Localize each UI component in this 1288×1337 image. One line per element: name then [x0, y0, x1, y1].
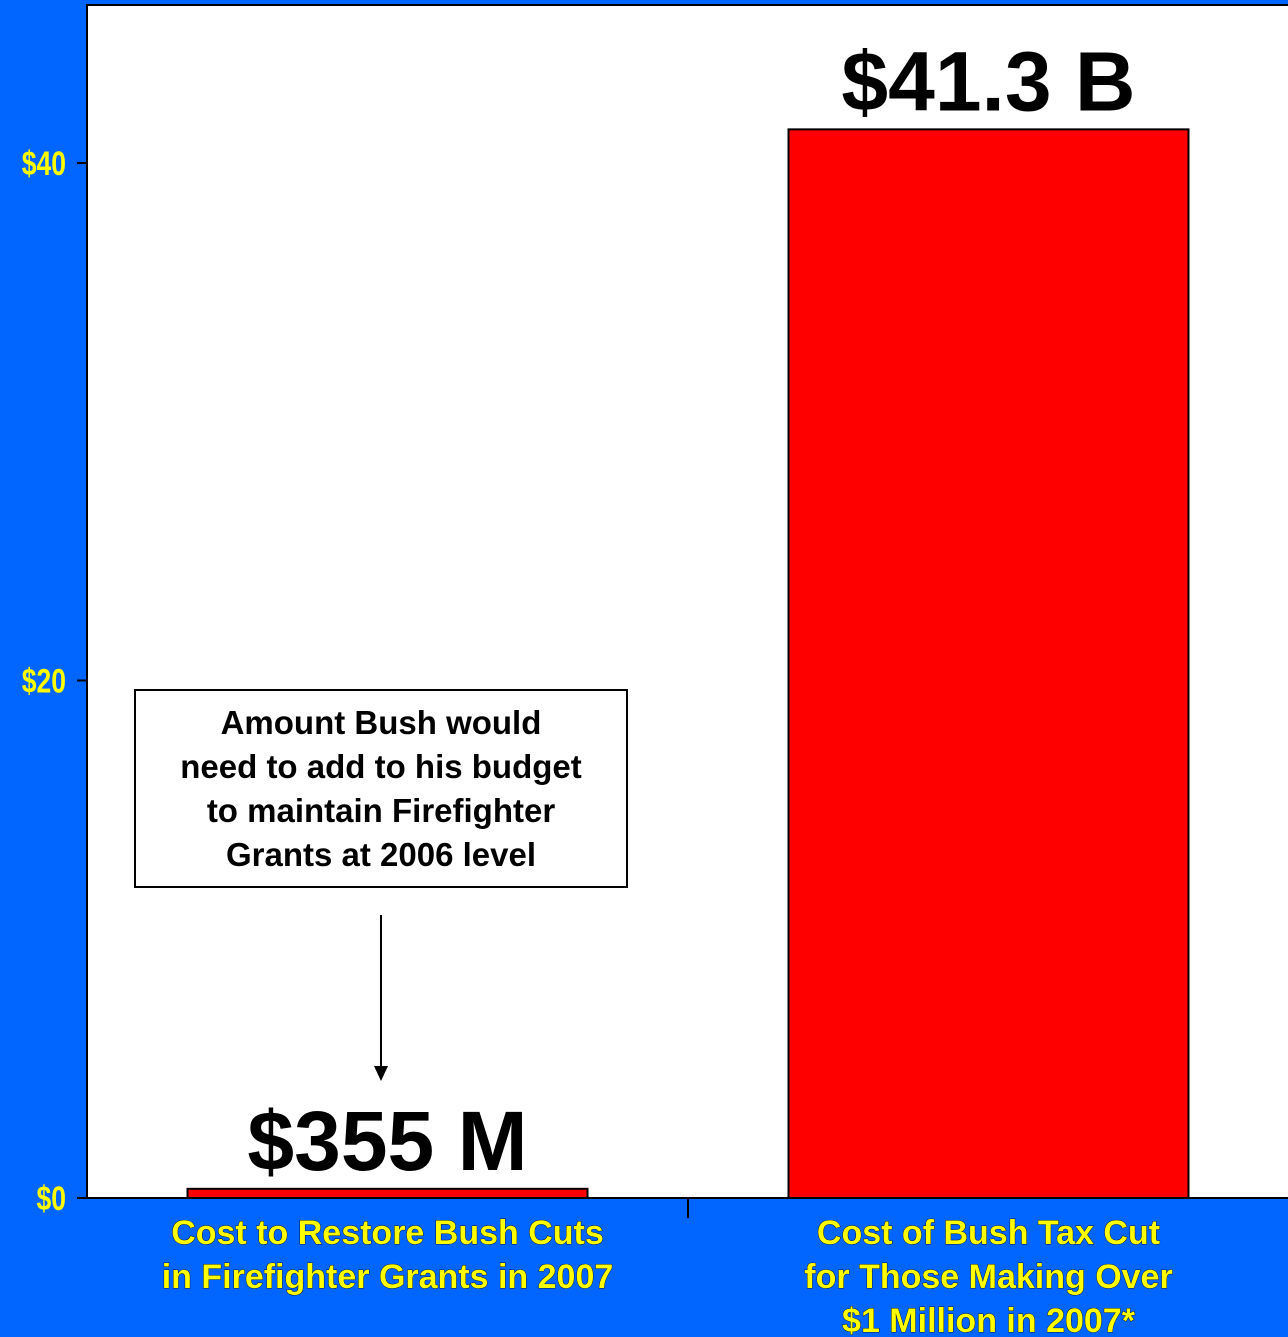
x-category-label: $1 Million in 2007* — [842, 1302, 1136, 1337]
annotation-line: Grants at 2006 level — [225, 835, 536, 873]
annotation-line: Amount Bush would — [220, 703, 542, 741]
x-category-label: for Those Making Over — [804, 1258, 1172, 1296]
y-tick-label: $20 — [22, 662, 66, 700]
y-tick-label: $40 — [22, 145, 66, 183]
x-category-label: Cost of Bush Tax Cut — [817, 1214, 1160, 1252]
x-category-label: in Firefighter Grants in 2007 — [162, 1258, 614, 1296]
data-label: $355 M — [247, 1094, 527, 1188]
bar — [186, 1187, 589, 1199]
annotation-arrowhead — [374, 1066, 388, 1081]
annotation-line: need to add to his budget — [180, 747, 582, 785]
annotation-callout: Amount Bush would need to add to his bud… — [134, 689, 628, 888]
data-label: $41.3 B — [841, 34, 1135, 128]
y-tick-label: $0 — [36, 1180, 66, 1218]
x-category-label: Cost to Restore Bush Cuts — [171, 1214, 604, 1252]
bar — [787, 128, 1190, 1199]
annotation-line: to maintain Firefighter — [206, 791, 556, 829]
